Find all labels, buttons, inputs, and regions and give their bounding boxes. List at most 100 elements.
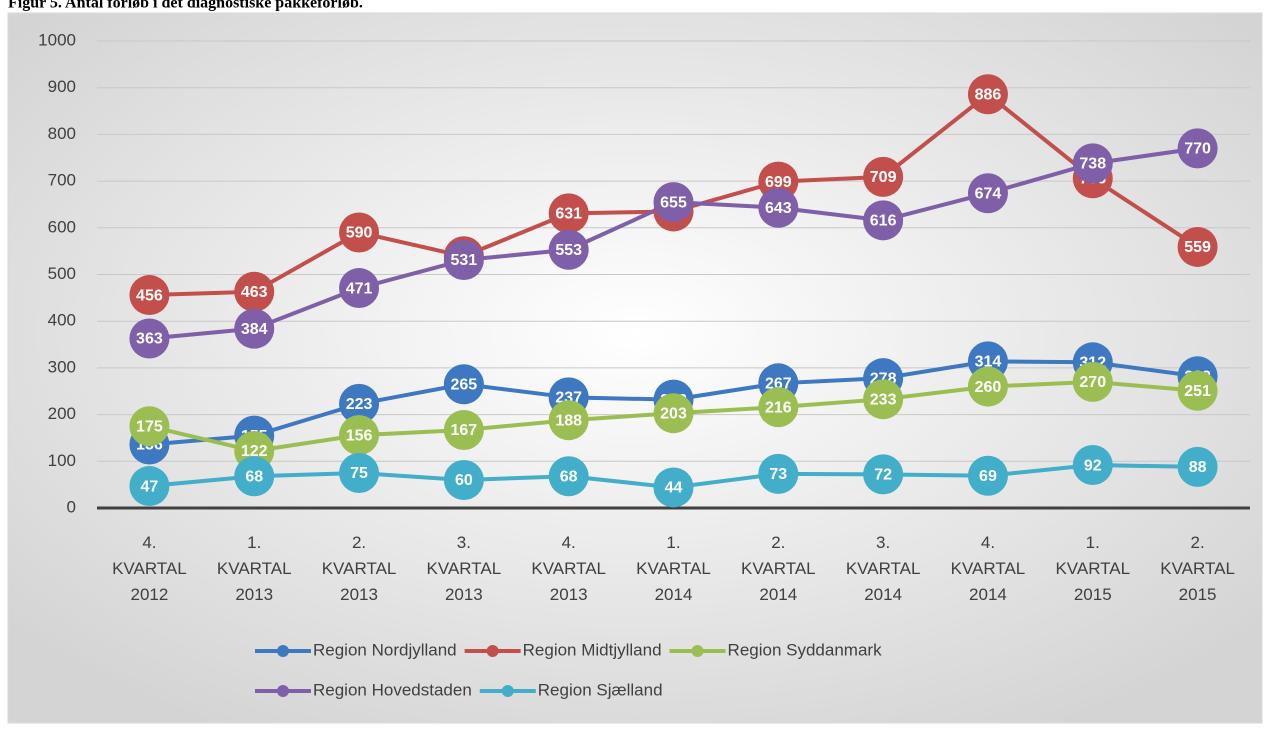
y-tick-label: 600 — [48, 217, 76, 236]
legend-item: Region Hovedstaden — [255, 680, 472, 699]
marker — [967, 366, 1008, 407]
data-label: 553 — [555, 242, 582, 259]
x-tick-label: 2. KVARTAL 2013 — [322, 533, 397, 604]
x-tick-label: 1. KVARTAL 2013 — [217, 533, 292, 604]
legend-label: Region Nordjylland — [313, 640, 457, 659]
data-label: 384 — [241, 321, 268, 338]
data-label: 631 — [555, 206, 582, 223]
marker — [758, 187, 799, 228]
y-tick-label: 800 — [48, 124, 76, 143]
data-label: 674 — [975, 185, 1002, 202]
marker — [1177, 128, 1218, 169]
x-tick-label: 1. KVARTAL 2015 — [1055, 533, 1130, 604]
marker — [758, 387, 799, 428]
marker — [863, 454, 904, 495]
x-tick-label: 1. KVARTAL 2014 — [636, 533, 711, 604]
data-label: 167 — [451, 422, 478, 439]
x-tick-label: 4. KVARTAL 2012 — [112, 533, 187, 604]
data-label: 531 — [451, 252, 478, 269]
y-tick-label: 400 — [48, 311, 76, 330]
data-label: 363 — [136, 331, 163, 348]
data-label: 251 — [1184, 383, 1211, 400]
y-tick-label: 500 — [48, 264, 76, 283]
legend-item: Region Sjælland — [479, 680, 663, 699]
data-label: 88 — [1189, 459, 1207, 476]
x-tick-label: 4. KVARTAL 2013 — [531, 533, 606, 604]
data-label: 68 — [560, 468, 578, 485]
data-label: 260 — [975, 379, 1002, 396]
data-label: 44 — [665, 480, 683, 497]
marker — [548, 456, 589, 497]
marker — [339, 268, 380, 309]
legend-label: Region Hovedstaden — [313, 680, 472, 699]
marker — [339, 383, 380, 424]
y-tick-label: 0 — [67, 497, 76, 516]
marker — [1177, 370, 1218, 411]
data-label: 216 — [765, 399, 792, 416]
data-label: 156 — [346, 427, 373, 444]
legend-marker — [691, 645, 704, 657]
data-label: 616 — [870, 213, 897, 230]
chart-title: Figur 5. Antal forløb i det diagnostiske… — [8, 0, 363, 12]
data-label: 122 — [241, 443, 268, 460]
y-tick-label: 100 — [48, 451, 76, 470]
x-tick-label: 2. KVARTAL 2014 — [741, 533, 816, 604]
y-tick-label: 900 — [48, 77, 76, 96]
legend-marker — [277, 685, 289, 697]
y-tick-label: 300 — [48, 357, 76, 376]
data-label: 265 — [451, 376, 478, 393]
marker — [863, 156, 904, 197]
marker — [234, 456, 275, 497]
legend-label: Region Syddanmark — [728, 640, 883, 659]
data-label: 92 — [1084, 457, 1102, 474]
y-tick-label: 200 — [48, 404, 76, 423]
marker — [967, 455, 1008, 496]
data-label: 463 — [241, 284, 268, 301]
marker — [967, 74, 1008, 115]
data-label: 770 — [1184, 141, 1211, 158]
data-label: 590 — [346, 225, 373, 242]
marker — [863, 200, 904, 241]
data-label: 175 — [136, 418, 163, 435]
data-label: 655 — [660, 194, 687, 211]
y-tick-label: 1000 — [38, 30, 76, 49]
legend-label: Region Sjælland — [538, 680, 663, 699]
marker — [443, 240, 484, 281]
data-label: 699 — [765, 174, 792, 191]
marker — [548, 400, 589, 441]
data-label: 314 — [975, 354, 1002, 371]
legend-item: Region Syddanmark — [669, 640, 883, 659]
data-label: 188 — [555, 412, 582, 429]
data-label: 471 — [346, 280, 373, 297]
marker — [1177, 446, 1218, 487]
x-tick-label: 3. KVARTAL 2014 — [846, 533, 921, 604]
marker — [234, 271, 275, 312]
data-label: 233 — [870, 391, 897, 408]
marker — [443, 459, 484, 500]
marker — [758, 453, 799, 494]
marker — [129, 318, 170, 359]
data-label: 75 — [350, 465, 368, 482]
marker — [967, 173, 1008, 214]
data-label: 643 — [765, 200, 792, 217]
marker — [548, 229, 589, 270]
marker — [1072, 361, 1113, 402]
marker — [339, 415, 380, 456]
marker — [1177, 226, 1218, 267]
marker — [339, 212, 380, 253]
data-label: 709 — [870, 169, 897, 186]
data-label: 886 — [975, 86, 1002, 103]
marker — [1072, 445, 1113, 486]
marker — [1072, 143, 1113, 184]
x-tick-label: 3. KVARTAL 2013 — [427, 533, 502, 604]
data-label: 68 — [245, 468, 263, 485]
data-label: 69 — [979, 468, 997, 485]
marker — [653, 182, 694, 223]
legend-marker — [486, 645, 499, 657]
marker — [129, 406, 170, 447]
data-label: 559 — [1184, 239, 1211, 256]
data-label: 72 — [874, 467, 892, 484]
data-label: 223 — [346, 396, 373, 413]
legend-marker — [501, 685, 514, 697]
